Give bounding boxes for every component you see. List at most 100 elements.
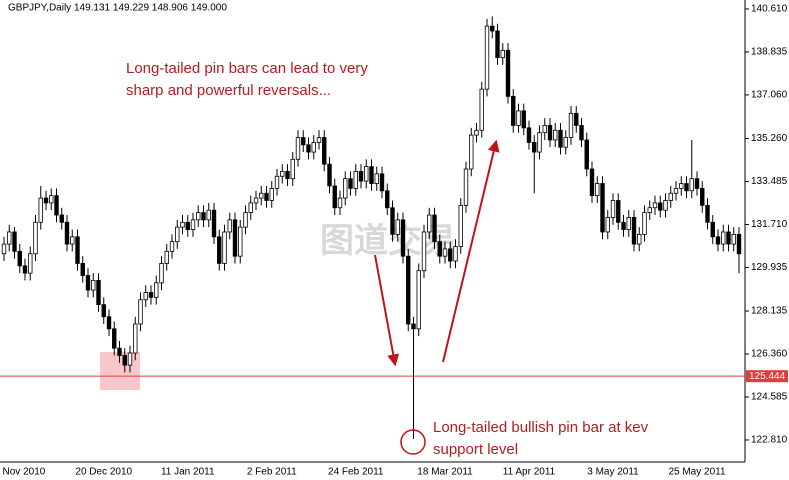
candle-body [532, 141, 537, 153]
y-tick-label: 131.710 [751, 219, 788, 230]
x-tick-label: 18 Mar 2011 [417, 467, 473, 478]
candle-body [390, 207, 395, 235]
x-tick-label: 11 Apr 2011 [503, 467, 556, 478]
candle-body [421, 231, 427, 272]
candle-body [637, 233, 642, 245]
x-tick-label: 25 May 2011 [668, 467, 726, 478]
candle-body [642, 212, 647, 235]
candle-body [222, 231, 227, 264]
candle-body [684, 183, 689, 192]
candle-body [490, 25, 495, 32]
candle-body [558, 129, 563, 148]
candle-body [605, 217, 610, 233]
y-tick-label: 128.135 [751, 306, 788, 317]
y-tick-label: 137.060 [751, 90, 788, 101]
candle-body [610, 200, 616, 218]
annotation: Long-tailed pin bars can lead to very [126, 60, 368, 77]
candle-body [201, 212, 206, 221]
candle-body [579, 125, 584, 141]
candle-body [505, 49, 511, 97]
candle-body [453, 246, 458, 262]
candle-body [169, 241, 175, 252]
candle-body [264, 192, 269, 201]
candle-body [196, 212, 201, 221]
candle-body [574, 112, 579, 126]
candle-body [369, 166, 374, 184]
price-label: 125.444 [749, 371, 786, 382]
candle-body [127, 352, 133, 366]
candle-body [679, 183, 684, 189]
candle-body [400, 219, 406, 257]
price-label-box [746, 370, 788, 383]
candle-body [542, 125, 547, 134]
candle-body [295, 137, 301, 160]
candle-body [227, 219, 232, 233]
annotation: support level [433, 441, 518, 458]
candle-body [479, 88, 484, 131]
candle-body [175, 226, 180, 243]
candle-body [75, 236, 80, 264]
candle-body [432, 214, 437, 243]
candle-body [85, 275, 91, 291]
candle-body [12, 231, 17, 252]
candle-body [80, 263, 85, 276]
candle-body [190, 219, 196, 230]
candle-body [516, 110, 521, 126]
candle-body [33, 221, 38, 255]
candle-body [563, 137, 568, 148]
candle-body [154, 282, 159, 298]
candle-body [700, 187, 705, 206]
candle-body [122, 355, 127, 366]
candle-body [364, 166, 369, 182]
candle-body [616, 200, 621, 223]
arrow [374, 254, 400, 367]
candle-body [726, 231, 731, 245]
candle-body [112, 328, 117, 349]
candle-body [511, 95, 516, 126]
candle-body [274, 175, 280, 189]
candle-body [148, 292, 154, 298]
y-tick-label: 122.810 [751, 435, 788, 446]
candle-body [647, 207, 652, 213]
candle-body [22, 265, 28, 274]
candle-body [269, 187, 274, 201]
y-tick-label: 138.835 [751, 47, 788, 58]
candle-body [306, 144, 311, 153]
candle-body [537, 132, 542, 153]
candle-body [710, 221, 715, 238]
candle-body [495, 30, 500, 59]
chart-header: GBPJPY,Daily 149.131 149.229 148.906 149… [8, 3, 227, 14]
candle-body [353, 171, 358, 189]
candle-body [164, 250, 169, 264]
candle-body [469, 134, 474, 170]
candle-body [159, 263, 164, 284]
candle-body [348, 178, 353, 189]
candle-body [668, 192, 673, 201]
candle-body [416, 270, 421, 330]
candle-body [600, 183, 605, 233]
candle-body [49, 195, 54, 204]
candle-body [673, 187, 679, 194]
candle-body [332, 185, 337, 209]
candle-body [658, 202, 663, 211]
candle-body [101, 304, 106, 318]
candle-body [442, 248, 448, 257]
candle-body [106, 316, 112, 330]
candle-body [631, 217, 637, 245]
candle-body [290, 158, 295, 180]
y-tick-label: 129.935 [751, 262, 788, 273]
candle-body [285, 171, 290, 180]
candle-body [211, 209, 217, 238]
candle-body [474, 129, 479, 136]
y-tick-label: 135.260 [751, 133, 788, 144]
candle-body [38, 197, 43, 223]
candle-body [280, 171, 285, 177]
candle-body [705, 204, 710, 223]
candle-body [243, 212, 248, 228]
candle-body [395, 219, 400, 235]
y-tick-label: 126.360 [751, 349, 788, 360]
x-tick-label: 24 Feb 2011 [328, 467, 384, 478]
candle-body [28, 253, 33, 274]
x-tick-label: 20 Dec 2010 [75, 467, 132, 478]
